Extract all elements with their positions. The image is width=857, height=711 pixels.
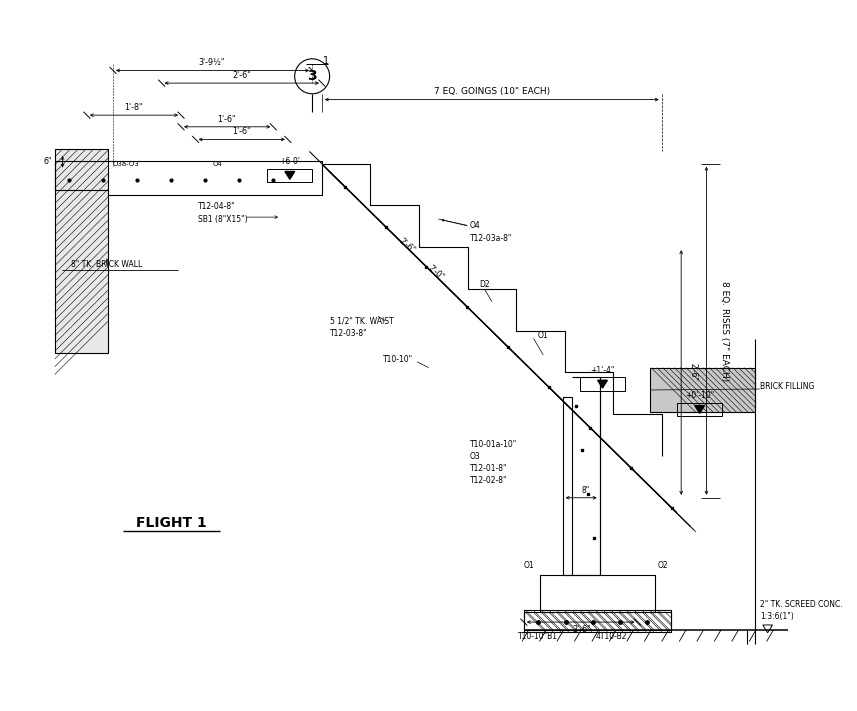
Text: T12-01-8": T12-01-8"	[470, 464, 507, 473]
Text: T12-03a-8": T12-03a-8"	[470, 234, 512, 243]
Text: O3a-O3: O3a-O3	[113, 161, 140, 166]
Text: T12-03-8": T12-03-8"	[330, 329, 368, 338]
Text: +0'-10": +0'-10"	[685, 391, 714, 400]
Text: 1'-6": 1'-6"	[232, 127, 250, 136]
Text: 2'-6": 2'-6"	[572, 626, 591, 634]
Text: O2: O2	[657, 561, 668, 570]
Text: T12-04-8": T12-04-8"	[198, 202, 235, 211]
Text: O4: O4	[213, 161, 223, 166]
Polygon shape	[597, 380, 608, 388]
Text: T10-01a-10": T10-01a-10"	[470, 440, 517, 449]
Text: SB1 (8"X15"): SB1 (8"X15")	[198, 215, 247, 223]
Text: 2" TK. SCREED CONC.: 2" TK. SCREED CONC.	[760, 600, 842, 609]
Text: 3'-9½": 3'-9½"	[199, 58, 225, 68]
Text: 2'-6": 2'-6"	[398, 237, 417, 255]
Text: 2'-6": 2'-6"	[232, 71, 250, 80]
Text: 8": 8"	[582, 486, 590, 495]
Text: T12-02-8": T12-02-8"	[470, 476, 507, 485]
Text: T10-10": T10-10"	[383, 356, 413, 364]
Text: 1'-8": 1'-8"	[124, 103, 143, 112]
Text: BRICK FILLING: BRICK FILLING	[760, 382, 814, 390]
Text: 1: 1	[323, 55, 329, 65]
Text: 5 1/2" TK. WAIST: 5 1/2" TK. WAIST	[330, 316, 393, 326]
Text: +6-0': +6-0'	[279, 157, 300, 166]
Text: D2: D2	[480, 279, 490, 289]
Polygon shape	[55, 149, 108, 353]
Polygon shape	[695, 405, 704, 413]
Text: 1:3:6(1"): 1:3:6(1")	[760, 611, 794, 621]
Text: 1'-6": 1'-6"	[218, 114, 236, 124]
Text: O1: O1	[538, 331, 548, 340]
Text: 7 EQ. GOINGS (10" EACH): 7 EQ. GOINGS (10" EACH)	[434, 87, 550, 96]
Text: 2'-0": 2'-0"	[427, 263, 446, 282]
Text: 4T10-B2: 4T10-B2	[596, 632, 627, 641]
Text: FLIGHT 1: FLIGHT 1	[136, 516, 207, 530]
Text: +1'-4": +1'-4"	[590, 366, 614, 375]
Text: T10-10"B1: T10-10"B1	[518, 632, 559, 641]
Text: 8 EQ. RISES (7" EACH): 8 EQ. RISES (7" EACH)	[721, 281, 729, 381]
Text: O1: O1	[524, 561, 534, 570]
Text: 3: 3	[308, 69, 317, 83]
Polygon shape	[285, 171, 295, 179]
Text: O4: O4	[470, 221, 480, 230]
Text: 6": 6"	[43, 157, 52, 166]
Bar	[650, 368, 755, 412]
Text: 2'-6": 2'-6"	[688, 363, 698, 382]
Text: 8" TK. BRICK WALL: 8" TK. BRICK WALL	[70, 260, 142, 269]
Text: O3: O3	[470, 452, 480, 461]
